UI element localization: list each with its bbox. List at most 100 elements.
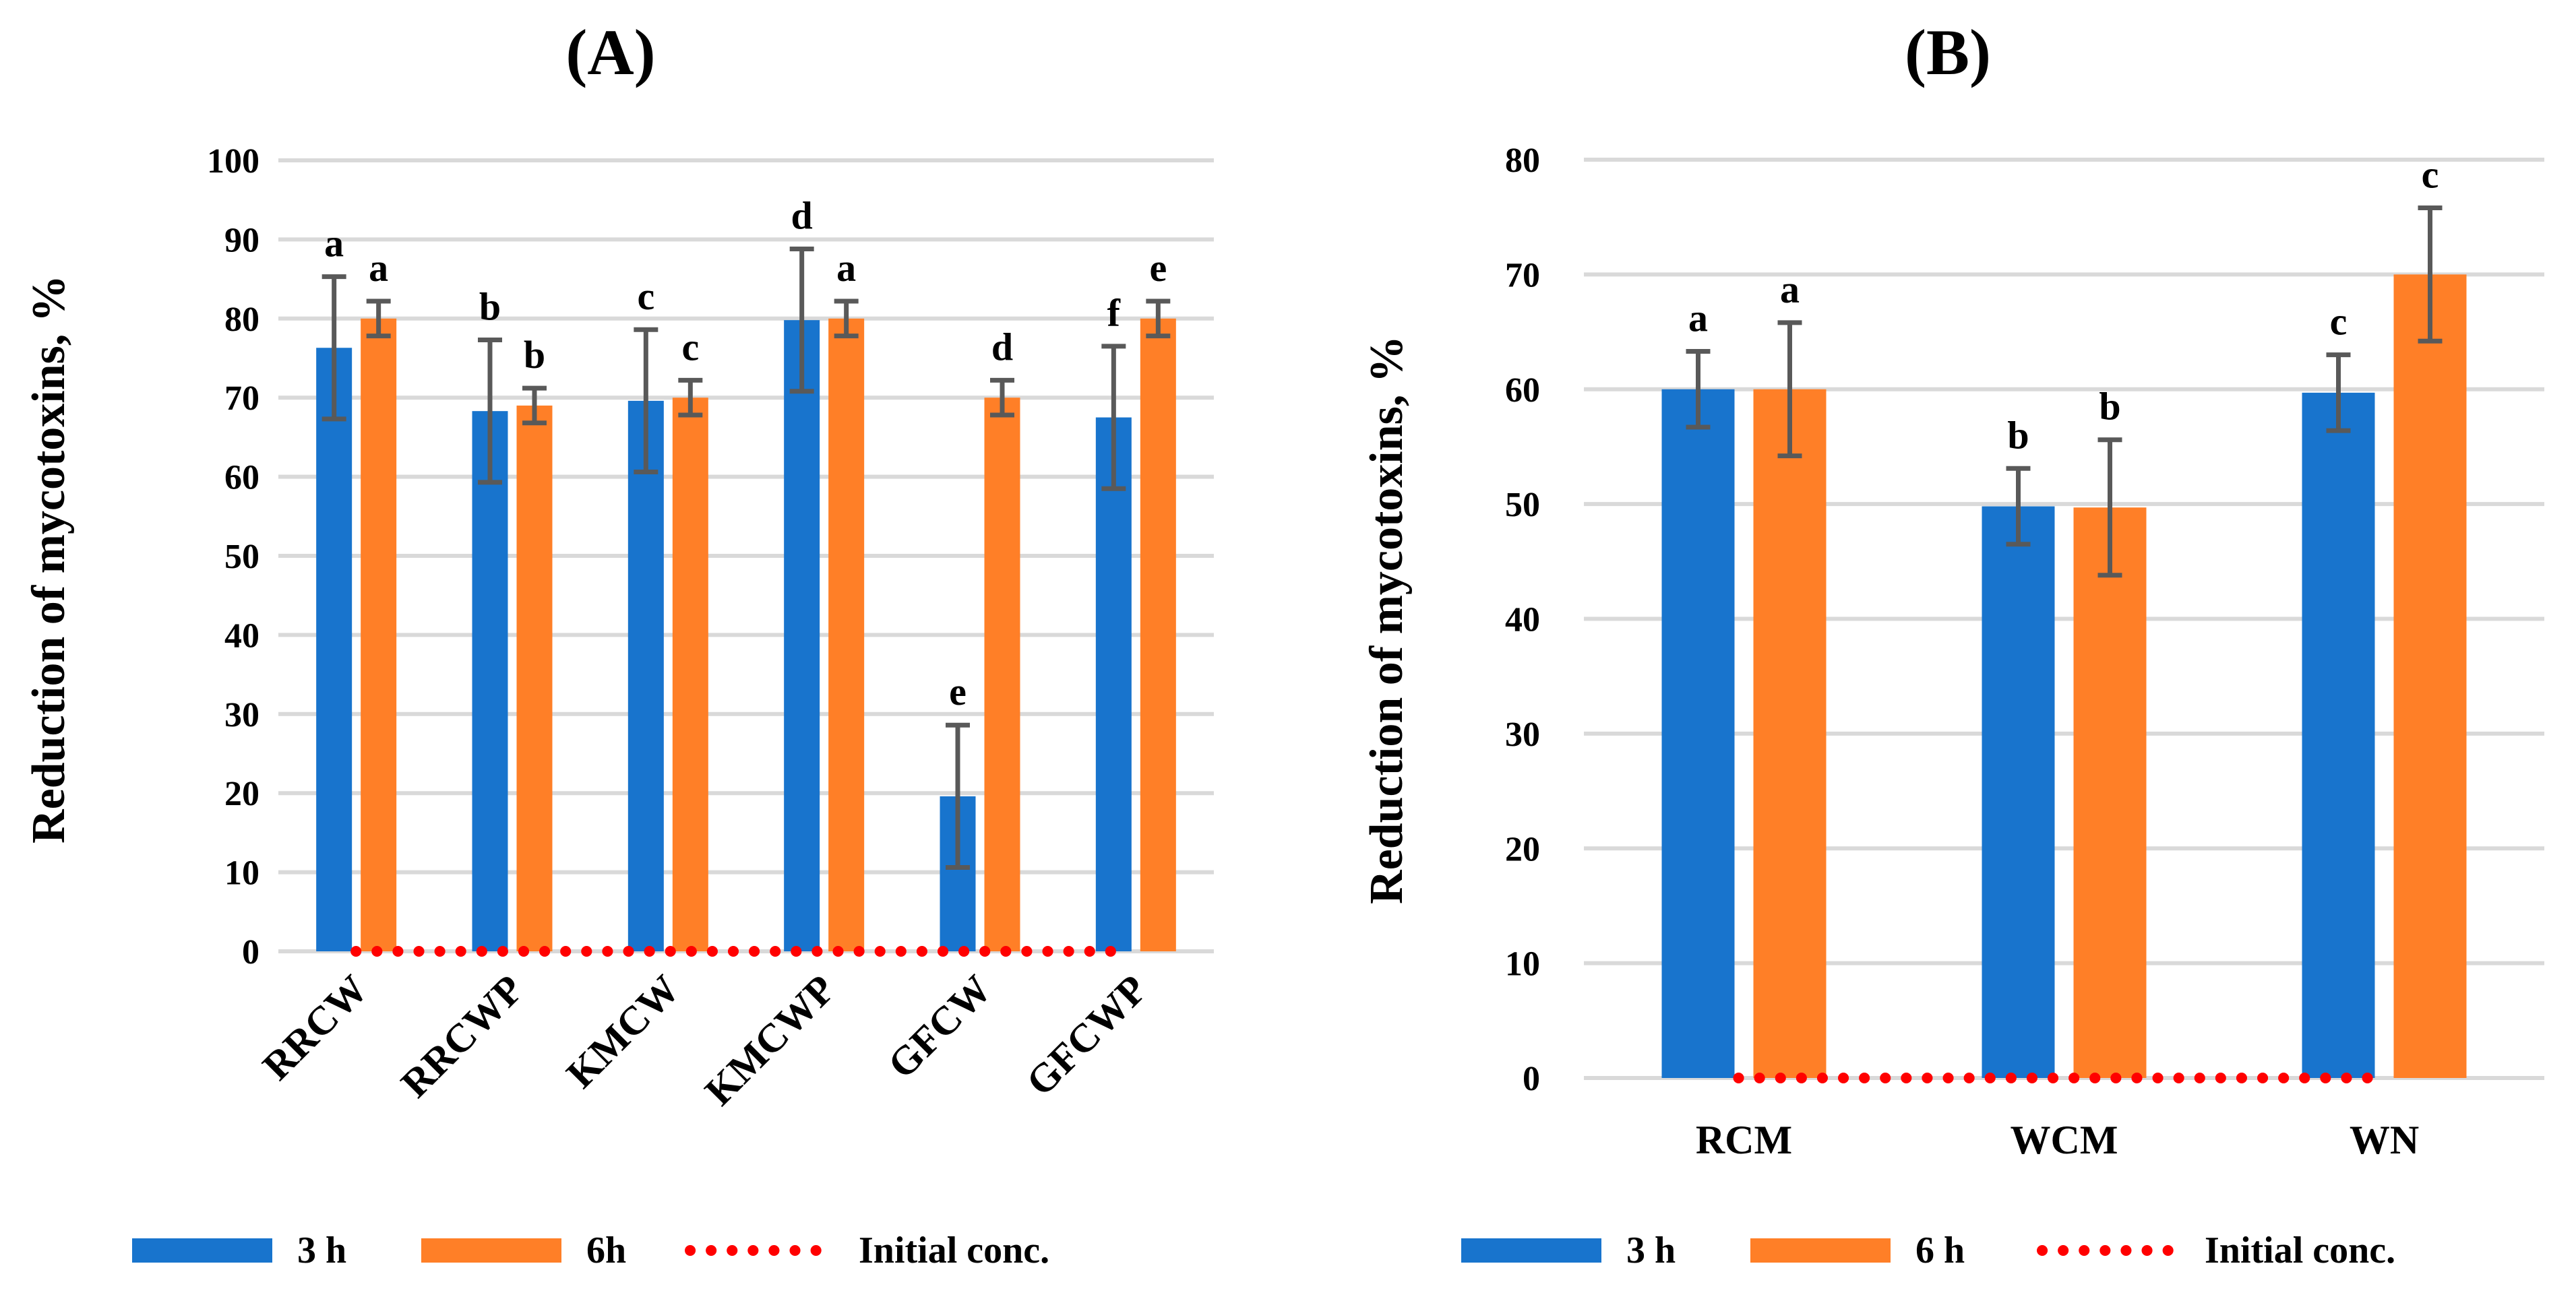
x-tick-label: GFCW	[880, 967, 1000, 1087]
error-bar	[1777, 320, 1802, 459]
y-tick-label: 30	[224, 696, 259, 734]
x-tick-label: RRCW	[254, 967, 376, 1089]
bar-3h-rrcw	[316, 348, 352, 951]
bar-3h-kmcw	[627, 400, 664, 951]
error-bar	[2326, 352, 2351, 433]
y-tick-label: 80	[224, 300, 259, 339]
y-tick-label: 100	[207, 142, 259, 181]
legend-label-3h: 3 h	[297, 1230, 346, 1271]
significance-letter: a	[369, 246, 388, 290]
significance-letter: b	[479, 284, 501, 328]
error-bar	[522, 385, 547, 426]
y-tick-label: 70	[224, 379, 259, 418]
significance-letter: c	[681, 325, 699, 369]
bar-6h-kmcwp	[828, 318, 865, 951]
x-tick-label: KMCWP	[696, 967, 844, 1114]
bar-6h-wcm	[2073, 507, 2147, 1078]
error-bar	[990, 377, 1014, 418]
bar-6h-gfcw	[984, 398, 1020, 951]
error-bar	[2097, 437, 2122, 578]
legend-swatch-3h	[1461, 1238, 1601, 1263]
x-tick-label: WN	[2350, 1118, 2419, 1162]
error-bar	[366, 298, 391, 339]
significance-letter: b	[524, 333, 545, 377]
y-tick-label: 90	[224, 221, 259, 259]
error-bar	[1101, 344, 1126, 491]
bar-6h-kmcw	[672, 398, 708, 951]
panel-a-y-axis-label: Reduction of mycotoxins, %	[23, 275, 75, 844]
significance-letter: a	[1688, 296, 1708, 340]
x-tick-label: RRCWP	[392, 967, 532, 1106]
significance-letter: e	[1149, 246, 1167, 290]
error-bar	[834, 298, 859, 339]
y-tick-label: 60	[1505, 371, 1540, 410]
error-bar	[1686, 349, 1711, 430]
panel-b: (B) Reduction of mycotoxins, % 3 h 6 h I…	[1361, 16, 2544, 1271]
y-tick-label: 70	[1505, 256, 1540, 294]
legend-swatch-6h	[421, 1238, 561, 1263]
significance-letter: f	[1107, 291, 1121, 335]
x-tick-label: WCM	[2011, 1118, 2118, 1162]
error-bar	[2006, 466, 2031, 547]
legend-label-3h: 3 h	[1626, 1230, 1676, 1271]
y-tick-label: 20	[224, 775, 259, 813]
error-bar	[321, 274, 346, 422]
error-bar	[1146, 298, 1171, 339]
panel-b-y-axis-label: Reduction of mycotoxins, %	[1361, 336, 1413, 904]
bar-3h-wcm	[1982, 506, 2055, 1078]
error-bar	[478, 337, 502, 485]
y-tick-label: 50	[1505, 486, 1540, 524]
bar-3h-gfcwp	[1095, 417, 1132, 951]
y-tick-label: 80	[1505, 141, 1540, 180]
bar-3h-wn	[2302, 392, 2375, 1078]
bar-6h-gfcwp	[1140, 318, 1176, 951]
legend-swatch-3h	[132, 1238, 272, 1263]
panel-a: (A) Reduction of mycotoxins, % 3 h 6h In…	[23, 16, 1214, 1271]
y-tick-label: 0	[1523, 1060, 1540, 1098]
bar-3h-rrcwp	[472, 411, 508, 951]
significance-letter: a	[1780, 267, 1800, 311]
significance-letter: c	[2330, 300, 2348, 344]
bar-6h-rrcwp	[516, 405, 553, 951]
panel-b-legend: 3 h 6 h Initial conc.	[1461, 1230, 2395, 1271]
bar-6h-wn	[2393, 274, 2467, 1078]
error-bar	[946, 722, 970, 870]
significance-letter: c	[637, 274, 654, 318]
legend-label-6h: 6 h	[1915, 1230, 1965, 1271]
bar-6h-rcm	[1753, 389, 1827, 1078]
error-bar	[2418, 205, 2443, 344]
y-tick-label: 10	[224, 854, 259, 893]
y-tick-label: 50	[224, 538, 259, 576]
panel-a-title: (A)	[565, 16, 655, 88]
legend-label-initial: Initial conc.	[2205, 1230, 2395, 1271]
y-tick-label: 30	[1505, 716, 1540, 754]
significance-letter: b	[2007, 413, 2029, 457]
error-bar	[678, 377, 703, 418]
y-tick-label: 40	[224, 616, 259, 655]
y-tick-label: 10	[1505, 945, 1540, 984]
legend-swatch-6h	[1750, 1238, 1891, 1263]
y-tick-label: 60	[224, 459, 259, 497]
bar-6h-rrcw	[361, 318, 397, 951]
significance-letter: d	[991, 325, 1013, 369]
significance-letter: d	[791, 193, 813, 237]
significance-letter: a	[836, 246, 856, 290]
bar-3h-kmcwp	[784, 320, 820, 951]
error-bar	[634, 327, 658, 475]
x-tick-label: GFCWP	[1018, 967, 1156, 1105]
y-tick-label: 40	[1505, 601, 1540, 639]
x-tick-label: RCM	[1696, 1118, 1792, 1162]
significance-letter: e	[949, 670, 967, 713]
panel-a-legend: 3 h 6h Initial conc.	[132, 1230, 1049, 1271]
panel-b-title: (B)	[1905, 16, 1991, 88]
bar-3h-rcm	[1661, 389, 1735, 1078]
y-tick-label: 20	[1505, 830, 1540, 868]
significance-letter: c	[2422, 153, 2439, 197]
legend-label-6h: 6h	[586, 1230, 626, 1271]
significance-letter: b	[2099, 385, 2120, 429]
y-tick-label: 0	[242, 933, 259, 972]
x-tick-label: KMCW	[558, 967, 688, 1097]
error-bar	[789, 246, 814, 394]
legend-label-initial: Initial conc.	[859, 1230, 1049, 1271]
